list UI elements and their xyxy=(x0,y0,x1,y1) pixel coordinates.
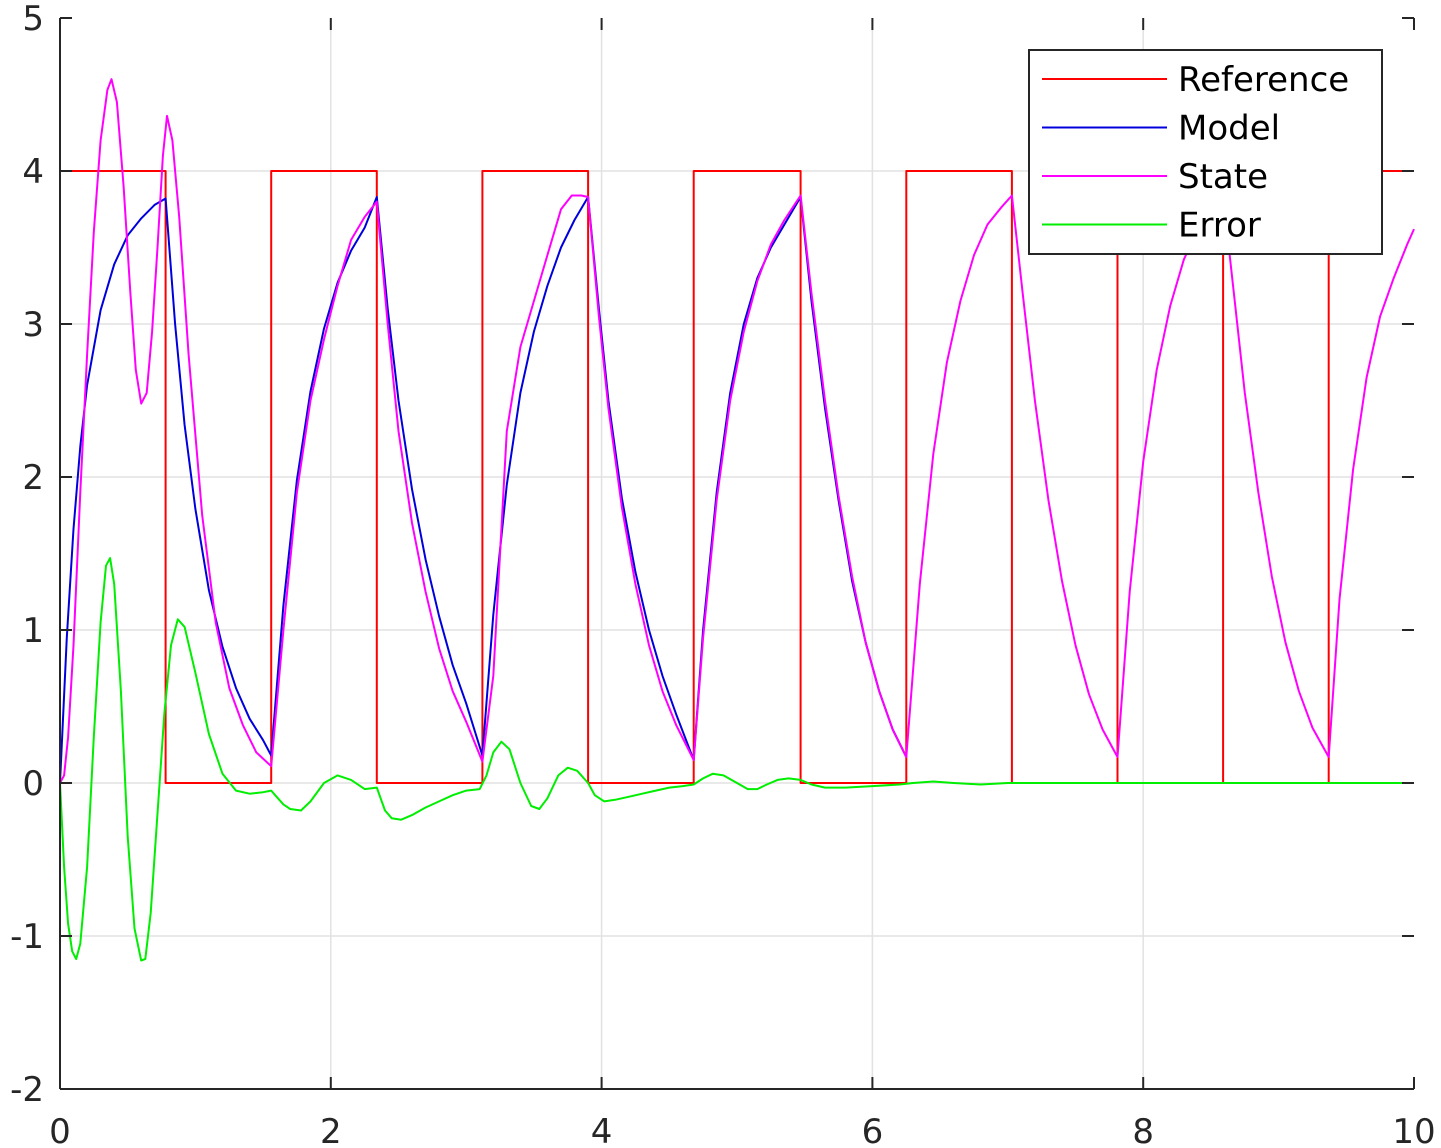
legend-box xyxy=(1028,49,1383,255)
legend-label-reference: Reference xyxy=(1178,60,1349,100)
x-tick-label: 4 xyxy=(591,1112,613,1148)
legend: Reference Model State Error xyxy=(1028,49,1383,255)
x-tick-label: 10 xyxy=(1392,1112,1435,1148)
y-tick-label: 2 xyxy=(22,458,44,498)
y-tick-label: 0 xyxy=(22,764,44,804)
y-tick-label: 3 xyxy=(22,305,44,345)
x-tick-label: 2 xyxy=(320,1112,342,1148)
y-tick-label: 4 xyxy=(22,152,44,192)
axes xyxy=(59,17,1415,1090)
y-tick-label: -1 xyxy=(10,917,44,957)
legend-label-model: Model xyxy=(1178,109,1280,149)
y-tick-label: 5 xyxy=(22,0,44,39)
tick-labels: 0 2 4 6 8 10 -2 -1 0 1 2 3 4 5 xyxy=(10,0,1436,1148)
y-tick-label: -2 xyxy=(10,1070,44,1110)
series-line-state xyxy=(59,78,1415,784)
y-tick-label: 1 xyxy=(22,611,44,651)
x-tick-label: 0 xyxy=(49,1112,71,1148)
legend-label-state: State xyxy=(1178,157,1268,197)
legend-label-error: Error xyxy=(1178,206,1261,246)
series-line-error xyxy=(59,557,1414,962)
x-tick-label: 8 xyxy=(1132,1112,1154,1148)
x-tick-label: 6 xyxy=(862,1112,884,1148)
grid xyxy=(60,18,1414,1089)
